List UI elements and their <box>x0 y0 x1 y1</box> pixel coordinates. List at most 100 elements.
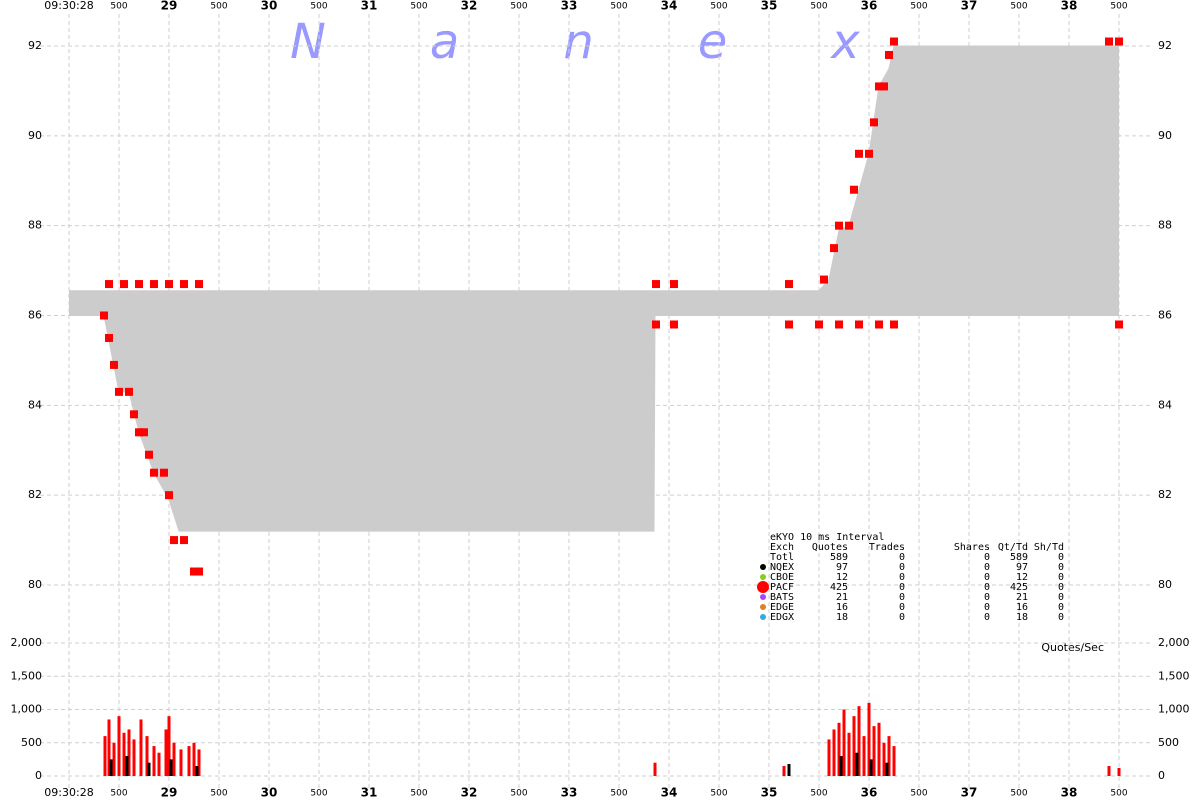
y2-tick-label: 2,000 <box>1158 636 1190 649</box>
volume-bar <box>862 736 866 776</box>
legend-cell: 0 <box>984 592 990 603</box>
volume-bar <box>827 739 831 776</box>
x-tick-label: 500 <box>610 789 627 799</box>
y2-tick-label: 0 <box>1158 769 1165 782</box>
quote-point <box>880 82 888 91</box>
legend-header: Quotes <box>812 542 848 553</box>
legend-cell: EDGE <box>770 602 794 613</box>
legend-cell: 0 <box>1058 612 1064 623</box>
legend-cell: 12 <box>836 572 848 583</box>
y-tick-label: 86 <box>28 309 42 322</box>
volume-bar <box>152 746 156 776</box>
volume-bar <box>839 756 843 776</box>
y2-tick-label: 500 <box>21 736 42 749</box>
x-tick-label: 500 <box>510 789 527 799</box>
volume-bar <box>107 719 111 776</box>
y2-tick-label: 1,500 <box>11 669 43 682</box>
x-tick-label: 31 <box>361 786 378 800</box>
legend-cell: 21 <box>1016 592 1028 603</box>
quote-point <box>652 320 660 329</box>
legend-header: Trades <box>869 542 905 553</box>
quote-point <box>195 280 203 289</box>
volume-bar <box>122 732 126 776</box>
legend-cell: 0 <box>1058 602 1064 613</box>
x-tick-label: 36 <box>861 786 878 800</box>
legend-cell: PACF <box>770 582 794 593</box>
quote-point <box>105 280 113 289</box>
volume-bar <box>885 762 889 776</box>
legend-cell: CBOE <box>770 572 794 583</box>
volume-bar <box>187 746 191 776</box>
legend-cell: 21 <box>836 592 848 603</box>
volume-bar <box>653 762 657 776</box>
volume-bar <box>132 739 136 776</box>
legend-cell: 18 <box>836 612 848 623</box>
volume-bar <box>145 736 149 776</box>
volume-bar <box>1117 768 1121 776</box>
x-tick-label: 33 <box>561 786 578 800</box>
y-tick-label: 88 <box>1158 219 1172 232</box>
x-tick-label: 500 <box>110 2 127 12</box>
x-tick-label: 500 <box>1010 789 1027 799</box>
legend-cell: 0 <box>1058 562 1064 573</box>
x-tick-label: 32 <box>461 786 478 800</box>
volume-bar <box>832 729 836 776</box>
quote-point <box>885 50 893 59</box>
volume-bar <box>197 749 201 776</box>
y-tick-label: 90 <box>1158 129 1172 142</box>
y2-tick-label: 0 <box>35 769 42 782</box>
quote-point <box>785 320 793 329</box>
x-tick-label: 500 <box>710 789 727 799</box>
volume-bar <box>195 766 199 776</box>
x-tick-label: 500 <box>310 789 327 799</box>
spread-fill <box>69 46 1119 532</box>
volume-bar <box>842 709 846 776</box>
quote-point <box>652 280 660 289</box>
legend-header: Exch <box>770 542 794 553</box>
volume-bar <box>877 722 881 776</box>
x-tick-label: 500 <box>110 789 127 799</box>
quote-point <box>835 320 843 329</box>
legend-header: Shares <box>954 542 990 553</box>
volume-bar <box>892 746 896 776</box>
y-tick-label: 90 <box>28 129 42 142</box>
quote-point <box>180 536 188 545</box>
quote-point <box>850 185 858 194</box>
y-tick-label: 80 <box>28 578 42 591</box>
legend-cell: 0 <box>899 602 905 613</box>
volume-bar <box>109 759 113 776</box>
legend-marker <box>760 604 766 610</box>
x-tick-label: 36 <box>861 0 878 13</box>
volume-bar <box>169 759 173 776</box>
quote-point <box>195 567 203 576</box>
quote-point <box>105 333 113 342</box>
quote-point <box>890 320 898 329</box>
y2-tick-label: 1,000 <box>1158 703 1190 716</box>
legend-header: Qt/Td <box>998 542 1028 553</box>
legend-cell: 425 <box>830 582 848 593</box>
y-tick-label: 82 <box>28 488 42 501</box>
quote-point <box>855 149 863 158</box>
quote-point <box>830 244 838 253</box>
volume-bar <box>157 752 161 776</box>
y-tick-label: 82 <box>1158 488 1172 501</box>
legend-marker <box>760 594 766 600</box>
volume-bar <box>847 732 851 776</box>
quote-point <box>785 280 793 289</box>
quote-point <box>870 118 878 127</box>
y-tick-label: 84 <box>28 398 42 411</box>
x-tick-label: 500 <box>210 2 227 12</box>
x-tick-label: 38 <box>1061 786 1078 800</box>
legend-cell: NQEX <box>770 562 794 573</box>
legend-cell: 97 <box>1016 562 1028 573</box>
x-tick-label: 35 <box>761 0 778 13</box>
quote-point <box>100 311 108 320</box>
x-tick-label: 500 <box>910 2 927 12</box>
quote-point <box>875 82 883 91</box>
x-tick-label: 500 <box>1110 2 1127 12</box>
volume-bar <box>869 759 873 776</box>
volume-bar <box>852 716 856 776</box>
quote-point <box>875 320 883 329</box>
legend-header: Sh/Td <box>1034 542 1064 553</box>
quote-point <box>165 280 173 289</box>
